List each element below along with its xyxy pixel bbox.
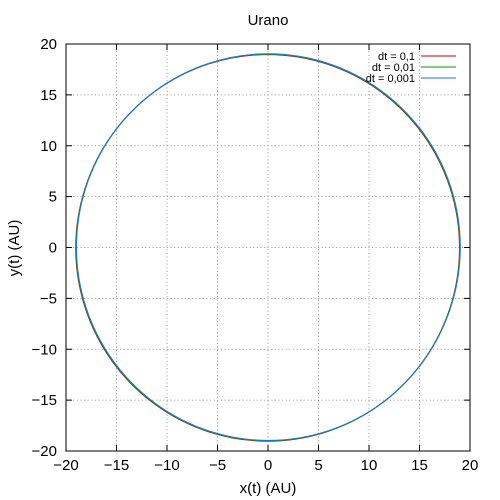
x-tick-label: −5 — [209, 457, 226, 474]
x-tick-label: −20 — [53, 457, 78, 474]
series-layer — [75, 53, 461, 442]
y-axis-label: y(t) (AU) — [6, 220, 23, 277]
x-tick-label: −10 — [154, 457, 179, 474]
x-tick-label: 10 — [361, 457, 378, 474]
y-tick-label: 15 — [40, 87, 57, 104]
legend-label-1: dt = 0,1 — [378, 51, 415, 63]
chart-title: Urano — [248, 12, 289, 29]
y-tick-label: 10 — [40, 138, 57, 155]
y-tick-label: −5 — [40, 290, 57, 307]
x-axis-label: x(t) (AU) — [240, 480, 297, 497]
y-tick-label: 0 — [49, 240, 57, 257]
x-tick-label: 5 — [314, 457, 322, 474]
y-tick-label: −20 — [32, 443, 57, 460]
grid — [66, 44, 470, 451]
x-tick-label: 20 — [462, 457, 479, 474]
y-tick-label: 5 — [49, 189, 57, 206]
y-tick-label: −10 — [32, 341, 57, 358]
x-tick-label: 0 — [264, 457, 272, 474]
legend-label-2: dt = 0,01 — [372, 62, 415, 74]
x-tick-label: 15 — [411, 457, 428, 474]
series-line-3 — [75, 53, 461, 442]
x-tick-label: −15 — [104, 457, 129, 474]
y-tick-label: −15 — [32, 392, 57, 409]
axis-ticks: −20 −15 −10 −5 0 5 10 15 20 −20 −15 −10 −5 0 5 10 15 20 — [32, 36, 479, 474]
legend-label-3: dt = 0,001 — [366, 73, 415, 85]
y-tick-label: 20 — [40, 36, 57, 53]
